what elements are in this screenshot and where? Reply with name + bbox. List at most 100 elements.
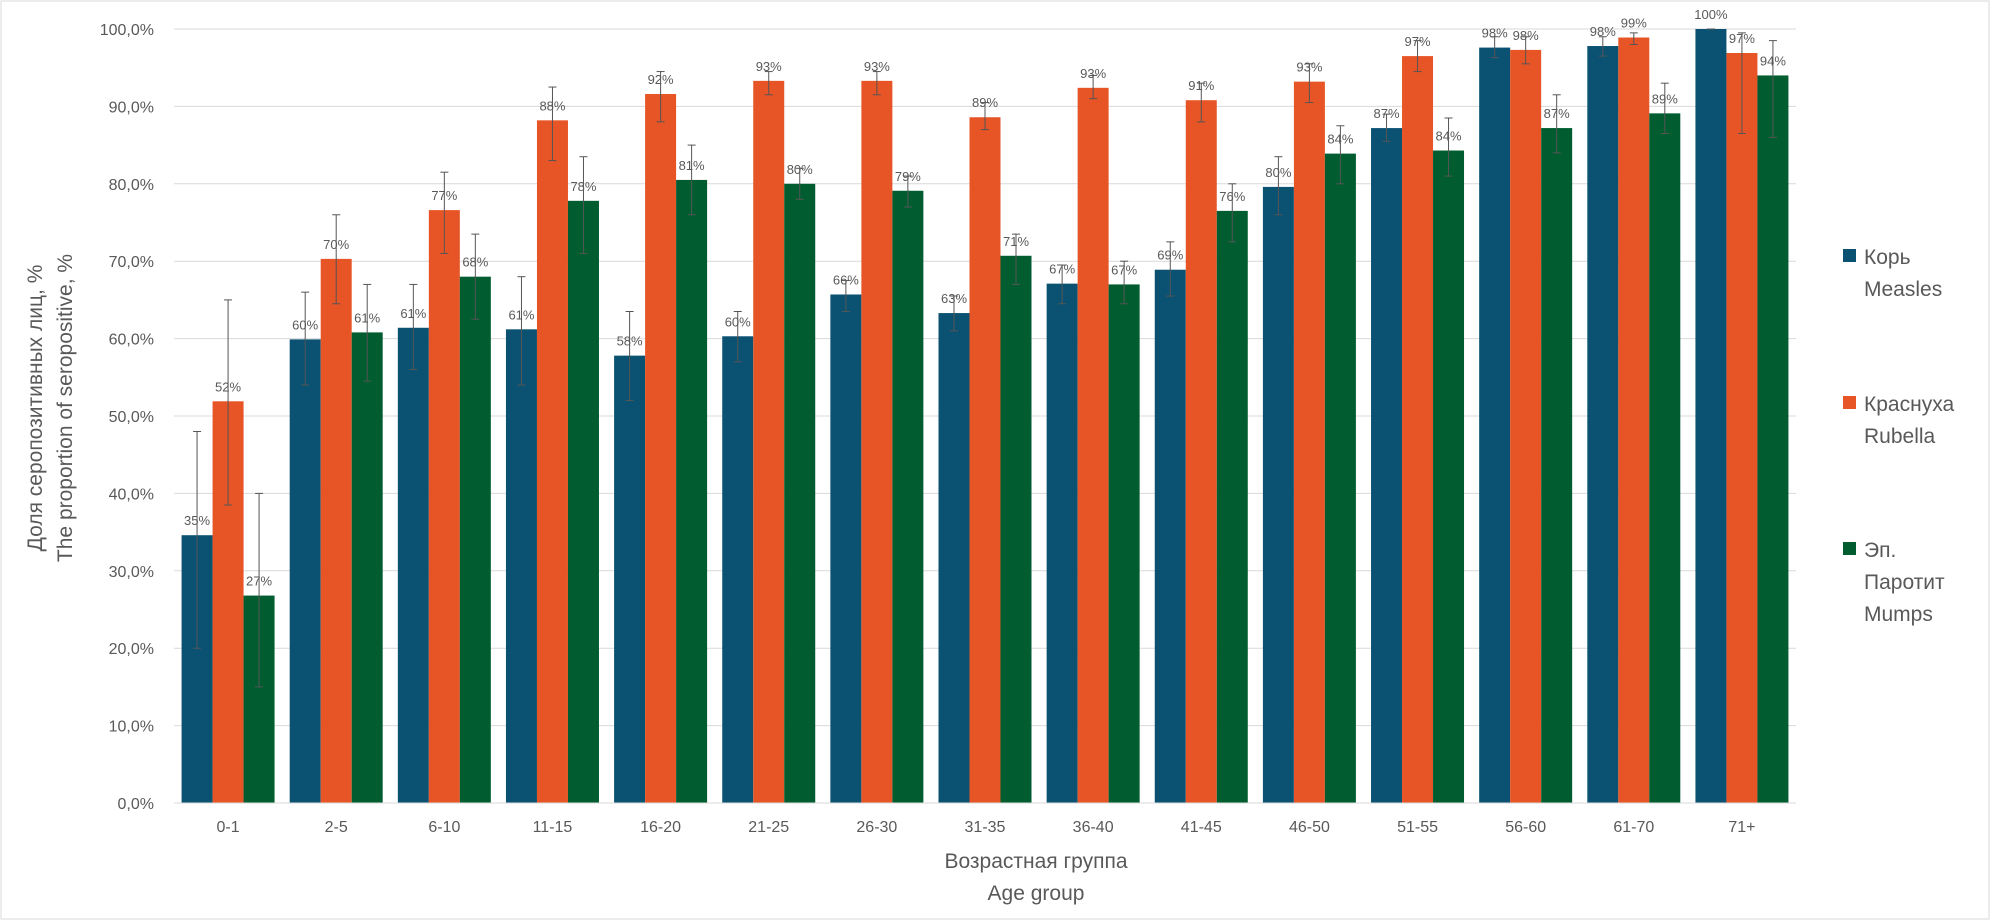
- bar-measles-16-20: [614, 355, 646, 803]
- legend-label-measles-line-2: Measles: [1864, 278, 1942, 301]
- bar-mumps-26-30: [892, 190, 924, 804]
- data-label-measles-26-30: 66%: [833, 272, 859, 287]
- x-tick-label-2-5: 2-5: [325, 819, 348, 836]
- bar-measles-11-15: [505, 329, 537, 803]
- bar-rubella-56-60: [1510, 49, 1542, 803]
- legend-swatch-rubella: [1843, 396, 1856, 409]
- x-axis-ticks: 0-1 2-5 6-10 11-15 16-20 21-25 26-30 31-35 36-40…: [217, 819, 1756, 836]
- bar-rubella-6-10: [428, 210, 460, 804]
- bar-rubella-26-30: [861, 80, 893, 803]
- x-tick-label-41-45: 41-45: [1181, 819, 1222, 836]
- data-label-measles-36-40: 67%: [1049, 262, 1075, 277]
- data-label-rubella-31-35: 89%: [972, 95, 998, 110]
- error-bars: [193, 28, 1777, 688]
- y-tick-label-4: 40,0%: [109, 486, 154, 503]
- bar-mumps-61-70: [1649, 113, 1681, 804]
- bar-measles-51-55: [1371, 128, 1403, 803]
- bar-rubella-46-50: [1293, 81, 1325, 803]
- data-label-measles-56-60: 98%: [1482, 26, 1508, 41]
- y-tick-label-10: 100,0%: [100, 22, 154, 39]
- bar-rubella-41-45: [1185, 100, 1217, 803]
- data-label-measles-46-50: 80%: [1265, 165, 1291, 180]
- data-label-rubella-2-5: 70%: [323, 237, 349, 252]
- bar-mumps-51-55: [1433, 150, 1465, 803]
- data-label-measles-16-20: 58%: [617, 334, 643, 349]
- data-label-rubella-46-50: 93%: [1296, 60, 1322, 75]
- bar-mumps-6-10: [459, 276, 491, 803]
- bar-mumps-71: [1757, 75, 1789, 803]
- data-label-mumps-56-60: 87%: [1544, 106, 1570, 121]
- legend-label-rubella-line-1: Краснуха: [1864, 393, 1954, 416]
- data-label-measles-11-15: 61%: [508, 307, 534, 322]
- bar-rubella-36-40: [1077, 87, 1109, 804]
- legend-label-measles-line-1: Корь: [1864, 246, 1911, 269]
- y-tick-label-5: 50,0%: [109, 409, 154, 426]
- data-label-rubella-6-10: 77%: [431, 188, 457, 203]
- data-label-measles-21-25: 60%: [725, 314, 751, 329]
- bar-mumps-31-35: [1000, 255, 1032, 804]
- x-tick-label-16-20: 16-20: [640, 819, 681, 836]
- bar-measles-2-5: [289, 339, 321, 803]
- y-axis-title-line-1: Доля серопозитивных лиц, %: [24, 265, 47, 552]
- data-label-mumps-71: 94%: [1760, 53, 1786, 68]
- x-axis-title-line-1: Возрастная группа: [944, 850, 1127, 873]
- bar-rubella-11-15: [536, 120, 568, 803]
- x-tick-label-46-50: 46-50: [1289, 819, 1330, 836]
- y-tick-label-8: 80,0%: [109, 177, 154, 194]
- data-label-rubella-16-20: 92%: [648, 72, 674, 87]
- data-label-measles-41-45: 69%: [1157, 248, 1183, 263]
- data-label-mumps-6-10: 68%: [462, 255, 488, 270]
- data-label-mumps-16-20: 81%: [679, 158, 705, 173]
- data-label-rubella-21-25: 93%: [756, 59, 782, 74]
- x-tick-label-56-60: 56-60: [1505, 819, 1546, 836]
- bar-rubella-21-25: [753, 80, 785, 803]
- bar-mumps-56-60: [1541, 128, 1573, 803]
- data-label-mumps-2-5: 61%: [354, 310, 380, 325]
- bar-rubella-16-20: [645, 94, 677, 804]
- y-tick-label-7: 70,0%: [109, 254, 154, 271]
- bar-rubella-2-5: [320, 258, 352, 803]
- legend-item-mumps[interactable]: Эп. Паротит Mumps: [1843, 539, 1945, 626]
- bar-mumps-41-45: [1216, 210, 1248, 803]
- data-label-rubella-56-60: 98%: [1513, 28, 1539, 43]
- y-axis-title-line-2: The proportion of seropositive, %: [54, 254, 77, 562]
- data-label-rubella-11-15: 88%: [539, 98, 565, 113]
- data-label-mumps-26-30: 79%: [895, 169, 921, 184]
- x-tick-label-71: 71+: [1728, 819, 1755, 836]
- bar-measles-21-25: [722, 336, 754, 803]
- data-label-measles-71: 100%: [1694, 7, 1728, 22]
- data-labels: 35% 52% 27% 60% 70% 61% 61% 77% 68% 61% 88% 78% 58% 9…: [184, 7, 1786, 589]
- y-tick-label-2: 20,0%: [109, 641, 154, 658]
- legend-swatch-mumps: [1843, 542, 1856, 555]
- bar-measles-6-10: [397, 327, 429, 803]
- legend-item-measles[interactable]: Корь Measles: [1843, 246, 1942, 301]
- x-tick-label-6-10: 6-10: [428, 819, 460, 836]
- bar-rubella-51-55: [1402, 56, 1434, 803]
- y-tick-label-1: 10,0%: [109, 719, 154, 736]
- data-label-measles-6-10: 61%: [400, 306, 426, 321]
- data-label-measles-2-5: 60%: [292, 317, 318, 332]
- x-tick-label-21-25: 21-25: [748, 819, 789, 836]
- bar-rubella-61-70: [1618, 37, 1650, 804]
- x-tick-label-31-35: 31-35: [965, 819, 1006, 836]
- legend-label-mumps-line-1: Эп.: [1864, 539, 1896, 562]
- bar-measles-46-50: [1262, 186, 1294, 803]
- bar-measles-36-40: [1046, 283, 1078, 803]
- bar-mumps-16-20: [676, 179, 708, 803]
- legend-item-rubella[interactable]: Краснуха Rubella: [1843, 393, 1954, 448]
- x-tick-label-26-30: 26-30: [856, 819, 897, 836]
- data-label-mumps-41-45: 76%: [1219, 189, 1245, 204]
- data-label-measles-31-35: 63%: [941, 291, 967, 306]
- bar-mumps-2-5: [351, 332, 383, 803]
- data-label-measles-0-1: 35%: [184, 513, 210, 528]
- x-tick-label-61-70: 61-70: [1613, 819, 1654, 836]
- bar-measles-56-60: [1479, 47, 1511, 804]
- data-label-rubella-71: 97%: [1729, 31, 1755, 46]
- y-tick-label-9: 90,0%: [109, 99, 154, 116]
- data-label-rubella-61-70: 99%: [1621, 16, 1647, 31]
- bar-mumps-21-25: [784, 183, 816, 804]
- bar-mumps-36-40: [1108, 284, 1140, 803]
- data-label-mumps-36-40: 67%: [1111, 262, 1137, 277]
- data-label-mumps-46-50: 84%: [1327, 132, 1353, 147]
